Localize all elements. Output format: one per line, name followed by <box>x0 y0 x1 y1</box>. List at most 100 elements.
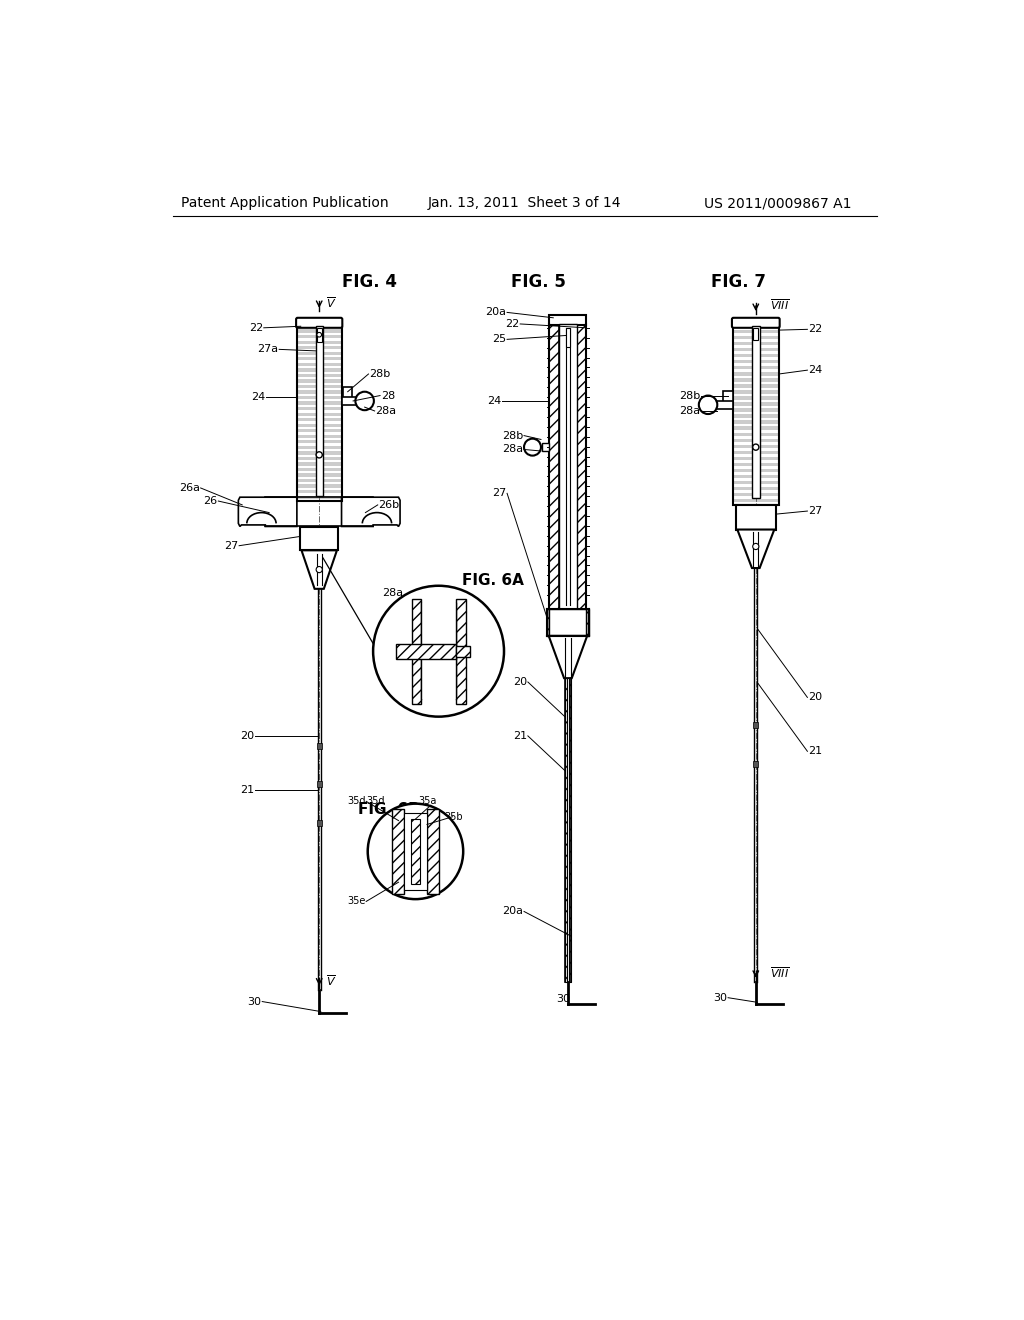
Bar <box>316 326 323 496</box>
Bar <box>733 499 779 502</box>
Text: 26a: 26a <box>179 483 200 492</box>
Bar <box>457 599 466 704</box>
Text: 28a: 28a <box>502 445 523 454</box>
Bar <box>724 391 733 401</box>
Bar <box>733 445 779 447</box>
Text: 21: 21 <box>513 731 527 741</box>
Text: 26: 26 <box>204 496 217 506</box>
Text: FIG. 4: FIG. 4 <box>342 273 396 290</box>
Text: 27a: 27a <box>257 345 279 354</box>
Polygon shape <box>549 636 587 678</box>
Text: $\overline{V}$: $\overline{V}$ <box>326 296 336 310</box>
Text: $\overline{V}$: $\overline{V}$ <box>326 973 336 989</box>
Bar <box>550 609 587 636</box>
Bar <box>297 335 342 338</box>
Text: 35e: 35e <box>347 896 366 907</box>
Bar <box>733 457 779 459</box>
Text: 22: 22 <box>249 323 263 333</box>
Bar <box>297 401 342 405</box>
Text: 22: 22 <box>505 319 519 329</box>
Bar <box>297 323 342 502</box>
Bar <box>550 314 587 326</box>
Bar <box>297 451 342 454</box>
Text: 35e: 35e <box>460 657 478 668</box>
Bar <box>316 781 322 788</box>
Bar <box>733 403 779 405</box>
Bar <box>403 813 427 890</box>
Bar <box>297 457 342 461</box>
Bar <box>567 678 568 982</box>
Text: US 2011/0009867 A1: US 2011/0009867 A1 <box>703 197 851 210</box>
Bar <box>297 446 342 449</box>
Polygon shape <box>239 498 297 527</box>
Text: 35d: 35d <box>347 796 366 807</box>
Bar <box>297 418 342 421</box>
Circle shape <box>698 396 717 414</box>
Text: FIG. 5: FIG. 5 <box>511 273 566 290</box>
Polygon shape <box>342 498 400 527</box>
Bar <box>559 323 578 609</box>
Text: $\overline{VIII}$: $\overline{VIII}$ <box>770 966 790 981</box>
Text: 35b: 35b <box>444 812 463 822</box>
Bar <box>392 809 403 894</box>
Bar <box>297 323 342 327</box>
Bar <box>297 440 342 444</box>
Bar <box>754 722 758 729</box>
Bar <box>716 401 733 409</box>
Bar <box>297 368 342 371</box>
Bar <box>568 678 571 982</box>
Text: 20: 20 <box>240 731 254 741</box>
Bar <box>297 363 342 366</box>
Bar <box>733 433 779 436</box>
Circle shape <box>753 444 759 450</box>
Bar <box>316 743 322 748</box>
Bar <box>297 385 342 388</box>
Bar <box>547 609 550 636</box>
Bar <box>733 408 779 412</box>
Text: 20: 20 <box>513 677 527 686</box>
Bar <box>752 326 760 498</box>
FancyBboxPatch shape <box>296 318 342 327</box>
Bar <box>297 490 342 494</box>
Text: 27: 27 <box>493 488 506 499</box>
Bar <box>427 809 438 894</box>
Bar <box>343 387 352 397</box>
Circle shape <box>753 544 759 549</box>
Bar <box>300 527 339 550</box>
Text: FIG. 6A: FIG. 6A <box>462 573 523 587</box>
Text: 28a: 28a <box>382 589 402 598</box>
FancyBboxPatch shape <box>732 318 779 327</box>
Bar <box>733 360 779 363</box>
Bar <box>297 351 342 355</box>
Text: 21: 21 <box>240 785 254 795</box>
Text: Patent Application Publication: Patent Application Publication <box>181 197 388 210</box>
Bar <box>733 450 779 454</box>
Bar <box>733 366 779 370</box>
Bar <box>297 467 342 471</box>
Bar <box>297 424 342 426</box>
Text: 28b: 28b <box>370 370 390 379</box>
Bar <box>733 337 779 339</box>
Bar <box>733 396 779 400</box>
Bar <box>297 484 342 488</box>
Bar <box>297 407 342 411</box>
Text: 24: 24 <box>808 366 822 375</box>
Text: 28a: 28a <box>679 407 700 416</box>
Text: 20: 20 <box>808 693 822 702</box>
Bar <box>297 330 342 333</box>
Bar <box>733 438 779 442</box>
Bar <box>733 348 779 351</box>
Circle shape <box>368 804 463 899</box>
Text: 30: 30 <box>714 993 727 1003</box>
Bar <box>297 474 342 477</box>
Bar <box>733 384 779 388</box>
Bar <box>733 342 779 346</box>
Text: FIG. 7: FIG. 7 <box>712 273 766 290</box>
Bar <box>297 434 342 438</box>
Bar <box>297 374 342 378</box>
Bar <box>297 346 342 350</box>
Polygon shape <box>737 529 774 568</box>
Polygon shape <box>301 550 337 589</box>
Bar <box>587 609 589 636</box>
Bar <box>316 327 322 342</box>
